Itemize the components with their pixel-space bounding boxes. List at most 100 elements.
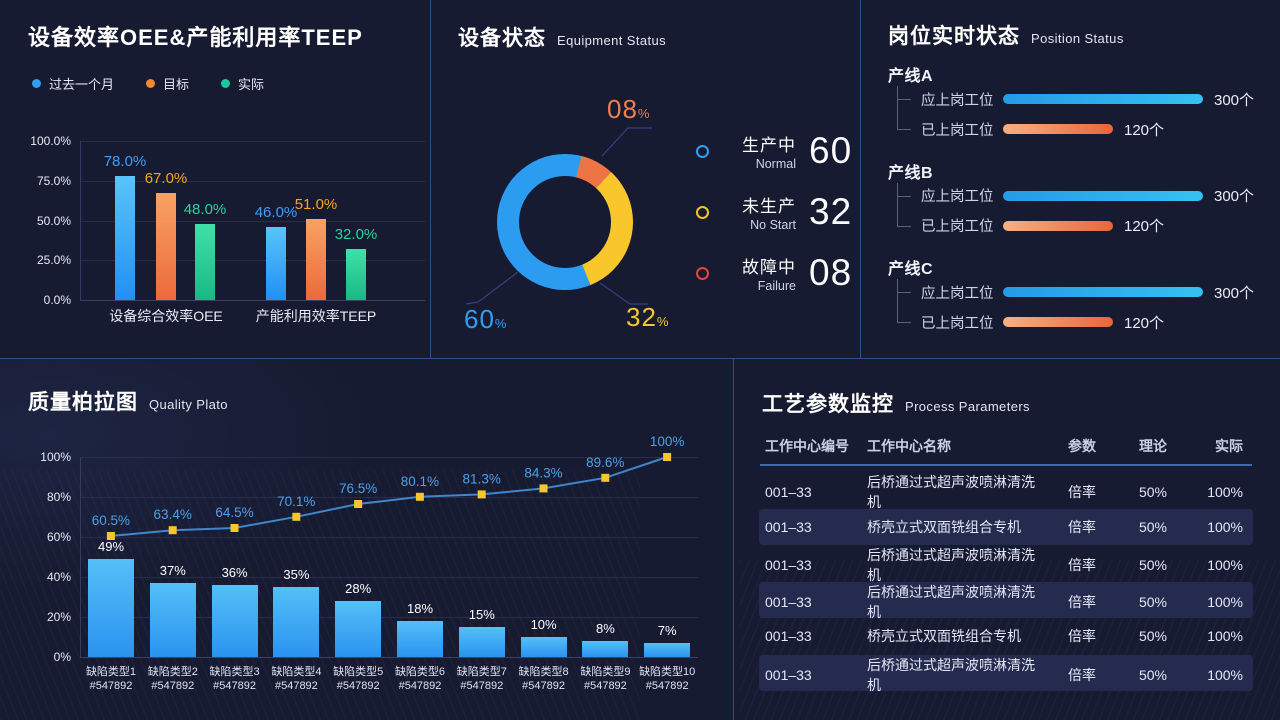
status-label-cn: 生产中 bbox=[742, 136, 796, 155]
tree-connector bbox=[897, 195, 911, 197]
position-row: 已上岗工位 120个 bbox=[921, 120, 1165, 139]
panel-process-parameters: 工艺参数监控 Process Parameters 工作中心编号 工作中心名称 参数… bbox=[733, 358, 1280, 720]
position-bar-value: 120个 bbox=[1124, 121, 1165, 139]
table-cell: 100% bbox=[1207, 484, 1243, 500]
y-axis-tick: 20% bbox=[46, 610, 71, 624]
legend-item[interactable]: 过去一个月 bbox=[32, 74, 114, 93]
pareto-bar-value: 18% bbox=[406, 601, 434, 616]
grid-line bbox=[80, 497, 698, 498]
status-count: 32 bbox=[809, 191, 853, 232]
table-cell: 后桥通过式超声波喷淋清洗机 bbox=[867, 474, 1035, 510]
oee-category-label: 产能利用效率TEEP bbox=[255, 308, 377, 324]
y-axis-line bbox=[80, 457, 81, 657]
panel-header: 质量柏拉图 Quality Plato bbox=[28, 386, 228, 416]
position-group: 产线B 应上岗工位 300个 已上岗工位 120个 bbox=[888, 159, 1273, 251]
table-cell: 倍率 bbox=[1068, 557, 1096, 573]
pareto-bar bbox=[335, 601, 382, 657]
tree-connector bbox=[897, 129, 911, 130]
line-value-label: 81.3% bbox=[463, 471, 501, 486]
panel-divider bbox=[0, 358, 1280, 359]
panel-title: 岗位实时状态 bbox=[888, 25, 1020, 48]
table-row: 001–33 桥壳立式双面铣组合专机 倍率 50% 100% bbox=[759, 508, 1253, 545]
grid-line bbox=[80, 260, 425, 262]
panel-equipment-status: 设备状态 Equipment Status 08% 60% 32% 生产中 Nor… bbox=[430, 0, 860, 358]
line-value-label: 89.6% bbox=[586, 455, 624, 470]
line-value-label: 84.3% bbox=[524, 465, 562, 480]
pareto-bar-value: 35% bbox=[283, 567, 310, 582]
position-row: 应上岗工位 300个 bbox=[921, 283, 1255, 302]
table-cell: 001–33 bbox=[765, 518, 812, 535]
line-marker bbox=[477, 490, 486, 499]
pareto-bar bbox=[458, 627, 505, 657]
oee-bar-value: 46.0% bbox=[254, 203, 298, 221]
table-cell: 100% bbox=[1207, 557, 1243, 573]
position-bar bbox=[1003, 124, 1113, 134]
oee-bar-value: 32.0% bbox=[334, 226, 378, 244]
table-cell: 倍率 bbox=[1068, 593, 1096, 610]
column-header: 实际 bbox=[1215, 438, 1243, 454]
position-bar-value: 120个 bbox=[1124, 314, 1165, 332]
position-row-label: 已上岗工位 bbox=[921, 219, 994, 235]
status-legend-item[interactable]: 故障中 Failure 08 bbox=[696, 248, 852, 298]
donut-percent-value: 08 bbox=[607, 94, 638, 124]
pareto-bar bbox=[273, 587, 320, 657]
table-cell: 100% bbox=[1207, 518, 1243, 535]
category-code: #547892 bbox=[583, 680, 627, 692]
table-cell: 50% bbox=[1138, 518, 1167, 535]
panel-title: 工艺参数监控 bbox=[762, 393, 894, 416]
donut-percent-sign: % bbox=[494, 316, 507, 331]
panel-header: 岗位实时状态 Position Status bbox=[888, 20, 1124, 50]
column-header: 工作中心编号 bbox=[765, 438, 849, 454]
status-legend-item[interactable]: 未生产 No Start 32 bbox=[696, 187, 852, 237]
table-row: 001–33 后桥通过式超声波喷淋清洗机 倍率 50% 100% bbox=[759, 472, 1253, 510]
category-name: 缺陷类型1 bbox=[85, 666, 137, 678]
position-row: 已上岗工位 120个 bbox=[921, 313, 1165, 332]
line-marker bbox=[663, 453, 672, 461]
position-bar-value: 300个 bbox=[1214, 284, 1255, 302]
position-bar bbox=[1003, 190, 1203, 201]
y-axis-tick: 80% bbox=[46, 490, 71, 504]
status-label-cn: 未生产 bbox=[742, 197, 796, 216]
pareto-bar bbox=[582, 641, 629, 657]
column-header: 参数 bbox=[1068, 438, 1096, 454]
oee-bar bbox=[306, 218, 326, 300]
oee-bar-value: 51.0% bbox=[294, 195, 338, 213]
column-header: 工作中心名称 bbox=[867, 438, 951, 454]
table-row: 001–33 后桥通过式超声波喷淋清洗机 倍率 50% 100% bbox=[759, 654, 1253, 693]
category-code: #547892 bbox=[274, 680, 318, 692]
pareto-bar bbox=[149, 583, 196, 657]
grid-line bbox=[80, 220, 425, 222]
table-cell: 001–33 bbox=[765, 484, 812, 500]
donut-percent-sign: % bbox=[656, 314, 669, 329]
category-code: #547892 bbox=[89, 680, 133, 692]
table-cell: 后桥通过式超声波喷淋清洗机 bbox=[867, 547, 1035, 583]
line-marker bbox=[539, 484, 548, 493]
category-name: 缺陷类型9 bbox=[580, 666, 631, 678]
donut-percent-value: 60 bbox=[464, 304, 495, 334]
oee-bar bbox=[195, 223, 215, 300]
table-cell: 倍率 bbox=[1068, 518, 1096, 535]
table-cell: 001–33 bbox=[765, 557, 812, 573]
position-row: 已上岗工位 120个 bbox=[921, 217, 1164, 235]
table-cell: 50% bbox=[1138, 484, 1167, 500]
status-legend-item[interactable]: 生产中 Normal 60 bbox=[696, 126, 852, 176]
status-labels: 故障中 Failure bbox=[722, 253, 796, 293]
category-name: 缺陷类型10 bbox=[639, 666, 696, 678]
position-group: 产线C 应上岗工位 300个 已上岗工位 120个 bbox=[888, 255, 1273, 347]
status-label-en: Normal bbox=[755, 157, 796, 171]
category-name: 缺陷类型2 bbox=[147, 666, 198, 678]
pareto-bar-value: 37% bbox=[159, 563, 186, 578]
y-axis-tick: 40% bbox=[46, 570, 71, 584]
table-row: 001–33 后桥通过式超声波喷淋清洗机 倍率 50% 100% bbox=[759, 545, 1253, 583]
oee-bar bbox=[115, 175, 135, 300]
equipment-status-legend: 生产中 Normal 60 未生产 No Start 32 故障中 Failure 08 bbox=[696, 126, 852, 309]
status-label-cn: 故障中 bbox=[742, 258, 796, 277]
table-cell: 50% bbox=[1138, 628, 1167, 645]
pareto-bar bbox=[644, 643, 691, 657]
tree-connector bbox=[897, 322, 911, 323]
position-bar bbox=[1003, 287, 1203, 297]
legend-item[interactable]: 目标 bbox=[146, 74, 189, 93]
tree-connector bbox=[897, 182, 898, 227]
pareto-category-label: 缺陷类型1 #547892 bbox=[80, 665, 142, 693]
legend-item[interactable]: 实际 bbox=[221, 74, 264, 93]
